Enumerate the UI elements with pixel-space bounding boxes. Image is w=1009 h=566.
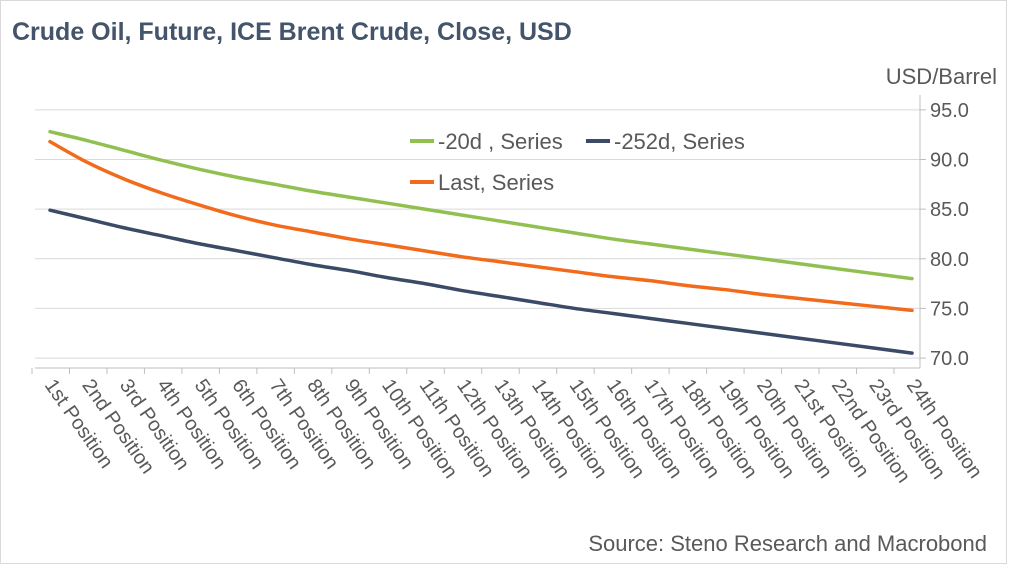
y-axis-unit-label: USD/Barrel: [886, 64, 997, 89]
y-tick-label: 75.0: [930, 298, 969, 320]
legend-label-3: Last, Series: [438, 170, 554, 195]
y-tick-label: 90.0: [930, 150, 969, 172]
legend-label-1: -20d , Series: [438, 129, 563, 154]
source-note: Source: Steno Research and Macrobond: [588, 531, 987, 556]
series-line-2: [48, 208, 914, 355]
series-line-1: [48, 129, 914, 281]
y-tick-label: 80.0: [930, 249, 969, 271]
y-tick-label: 95.0: [930, 100, 969, 122]
legend: -20d , Series -252d, Series Last, Series: [410, 129, 745, 195]
series-lines: [48, 129, 914, 355]
y-tick-label: 85.0: [930, 199, 969, 221]
grid-lines: [35, 109, 920, 359]
chart-title: Crude Oil, Future, ICE Brent Crude, Clos…: [12, 18, 572, 46]
legend-label-2: -252d, Series: [614, 129, 745, 154]
series-line-3: [48, 139, 914, 313]
y-tick-label: 70.0: [930, 348, 969, 370]
